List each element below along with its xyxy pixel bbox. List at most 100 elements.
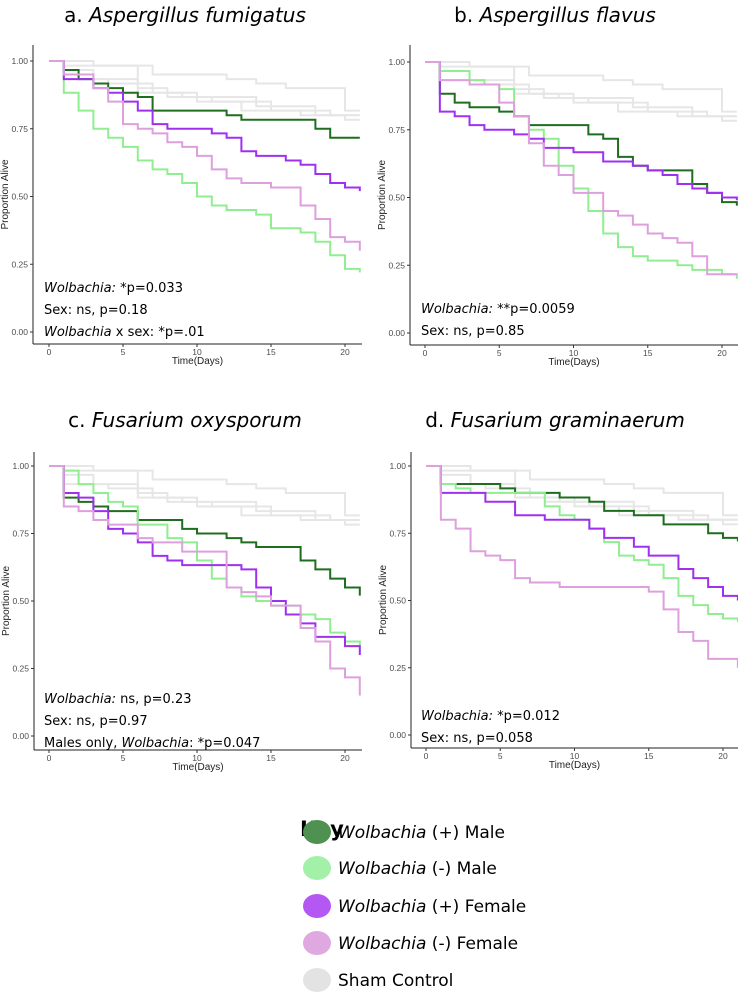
x-tick-label: 10 xyxy=(570,751,580,761)
panel-title-species: Aspergillus fumigatus xyxy=(87,3,306,27)
panel-title-species: Aspergillus flavus xyxy=(478,3,656,27)
legend-item-label: Wolbachia (-) Male xyxy=(338,859,497,879)
stats-annotation-segment: Wolbachia: xyxy=(421,302,493,317)
legend-item-label: Wolbachia (+) Female xyxy=(338,897,526,917)
panel-title-prefix: d. xyxy=(425,408,450,432)
x-tick-label: 15 xyxy=(266,753,276,763)
legend-item-label: Wolbachia (+) Male xyxy=(338,823,505,843)
stats-annotation-segment: Sex: ns, p=0.85 xyxy=(421,324,525,339)
series-line-wolbachia-female xyxy=(426,465,738,668)
legend-item-text: Sham Control xyxy=(338,971,453,991)
panel-title: d. Fusarium graminaerum xyxy=(425,408,685,432)
legend-item-text: (+) Male xyxy=(426,823,505,843)
x-tick-label: 0 xyxy=(47,347,52,357)
y-tick-label: 0.75 xyxy=(389,528,406,538)
y-tick-label: 0.75 xyxy=(11,124,28,134)
y-tick-label: 1.00 xyxy=(12,461,29,471)
panel-title-species: Fusarium graminaerum xyxy=(451,408,685,432)
legend-item-label: Sham Control xyxy=(338,971,453,991)
x-tick-label: 15 xyxy=(266,347,276,357)
sham-control-line xyxy=(426,465,738,517)
stats-annotation-segment: Wolbachia: xyxy=(44,281,116,296)
panel-title: c. Fusarium oxysporum xyxy=(68,408,302,432)
legend-swatch xyxy=(303,856,331,880)
x-tick-label: 20 xyxy=(717,348,727,358)
y-tick-label: 1.00 xyxy=(11,56,28,66)
panel-title: a. Aspergillus fumigatus xyxy=(64,3,306,27)
sham-control-line xyxy=(49,465,360,521)
x-tick-label: 0 xyxy=(424,751,429,761)
x-tick-label: 5 xyxy=(497,348,502,358)
y-tick-label: 0.75 xyxy=(12,529,29,539)
x-tick-label: 20 xyxy=(340,347,350,357)
legend-swatch xyxy=(303,931,331,955)
y-axis-label: Proportion Alive xyxy=(1,566,12,636)
stats-annotation-segment: Sex: ns, p=0.97 xyxy=(44,714,148,729)
stats-annotation-segment: **p=0.0059 xyxy=(493,302,575,317)
legend-item-italic: Wolbachia xyxy=(338,859,426,879)
y-tick-label: 0.00 xyxy=(11,327,28,337)
x-tick-label: 10 xyxy=(569,348,579,358)
panel-d: d. Fusarium graminaerum 0.00 0.25 0.50 0.75 1… xyxy=(378,408,738,771)
stats-annotation-segment: *p=0.012 xyxy=(493,709,560,724)
stats-annotation-segment: Wolbachia xyxy=(121,736,189,751)
legend-item-label: Wolbachia (-) Female xyxy=(338,934,518,954)
x-tick-label: 5 xyxy=(498,751,503,761)
series-line-wolbachia-female xyxy=(49,60,361,192)
stats-annotation-segment: Sex: ns, p=0.18 xyxy=(44,303,148,318)
panel-title-species: Fusarium oxysporum xyxy=(92,408,302,432)
y-tick-label: 1.00 xyxy=(389,461,406,471)
series-line-wolbachia-female xyxy=(425,61,738,201)
y-tick-label: 0.25 xyxy=(11,259,28,269)
sham-control-line xyxy=(49,60,360,112)
x-axis-label: Time(Days) xyxy=(549,760,600,771)
panel-a: a. Aspergillus fumigatus 0.00 0.25 0.50 0.75… xyxy=(0,3,362,367)
y-tick-label: 0.50 xyxy=(388,193,405,203)
x-tick-label: 20 xyxy=(718,751,728,761)
series-line-wolbachia-male xyxy=(426,465,738,623)
y-axis-label: Proportion Alive xyxy=(0,159,11,229)
stats-annotation-segment: x sex: *p=.01 xyxy=(112,325,205,340)
stats-annotation-segment: *p=0.033 xyxy=(116,281,183,296)
sham-control-line xyxy=(425,61,737,113)
x-tick-label: 5 xyxy=(121,753,126,763)
y-tick-label: 0.75 xyxy=(388,125,405,135)
y-axis-label: Proportion Alive xyxy=(378,565,389,635)
sham-control-line xyxy=(49,465,360,517)
series-line-wolbachia-male xyxy=(49,465,361,647)
y-axis-label: Proportion Alive xyxy=(377,160,388,230)
stats-annotation: Sex: ns, p=0.058 xyxy=(421,731,533,746)
x-tick-label: 15 xyxy=(643,348,653,358)
stats-annotation: Wolbachia: *p=0.033 xyxy=(44,281,183,296)
legend-item-text: (+) Female xyxy=(426,897,526,917)
x-tick-label: 5 xyxy=(121,347,126,357)
legend-item-italic: Wolbachia xyxy=(338,897,426,917)
panel-c: c. Fusarium oxysporum 0.00 0.25 0.50 0.75 1.0… xyxy=(1,408,362,773)
stats-annotation-segment: Males only, xyxy=(44,736,121,751)
legend-swatch xyxy=(303,894,331,918)
stats-annotation-segment: ns, p=0.23 xyxy=(116,692,192,707)
series-line-wolbachia-male xyxy=(426,465,738,542)
x-tick-label: 10 xyxy=(192,347,202,357)
stats-annotation: Sex: ns, p=0.97 xyxy=(44,714,148,729)
legend-item-italic: Wolbachia xyxy=(338,934,426,954)
legend-item-italic: Wolbachia xyxy=(338,823,426,843)
x-axis-label: Time(Days) xyxy=(548,357,599,368)
series-line-wolbachia-male xyxy=(49,60,360,139)
panel-title-prefix: a. xyxy=(64,3,89,27)
panel-b: b. Aspergillus flavus 0.00 0.25 0.50 0.75 1.0… xyxy=(377,3,738,368)
legend-swatch xyxy=(303,820,331,844)
panel-title-prefix: c. xyxy=(68,408,92,432)
stats-annotation: Sex: ns, p=0.85 xyxy=(421,324,525,339)
stats-annotation-segment: : *p=0.047 xyxy=(189,736,260,751)
y-tick-label: 0.50 xyxy=(389,596,406,606)
series-line-wolbachia-female xyxy=(49,465,361,696)
stats-annotation-segment: Wolbachia: xyxy=(421,709,493,724)
x-tick-label: 20 xyxy=(340,753,350,763)
series-line-wolbachia-male xyxy=(425,61,738,206)
series-line-wolbachia-female xyxy=(49,465,361,655)
series-line-wolbachia-male xyxy=(49,465,361,596)
series-line-wolbachia-male xyxy=(49,60,361,273)
